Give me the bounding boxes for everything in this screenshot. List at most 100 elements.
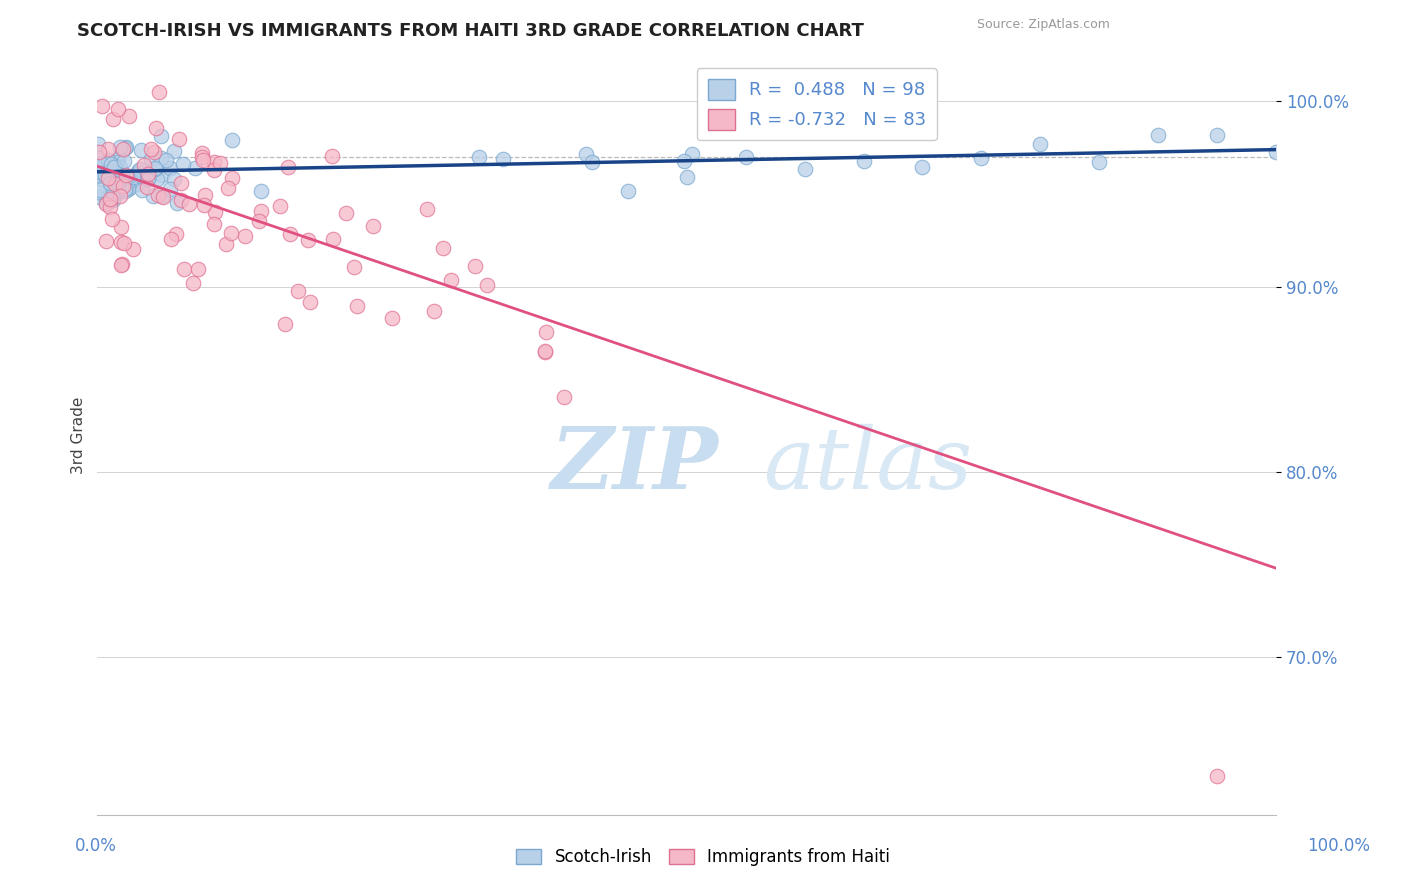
- Point: [143, 161, 166, 176]
- Point: [101, 112, 124, 126]
- Point: [361, 219, 384, 233]
- Point: [533, 345, 555, 359]
- Point: [112, 154, 135, 169]
- Point: [163, 144, 186, 158]
- Point: [152, 190, 174, 204]
- Point: [297, 233, 319, 247]
- Point: [105, 155, 128, 169]
- Point: [475, 278, 498, 293]
- Point: [110, 220, 132, 235]
- Point: [107, 165, 129, 179]
- Point: [87, 136, 110, 151]
- Point: [141, 152, 163, 166]
- Text: 0.0%: 0.0%: [75, 837, 117, 855]
- Point: [177, 197, 200, 211]
- Point: [87, 169, 110, 183]
- Point: [575, 147, 598, 161]
- Point: [1206, 128, 1229, 142]
- Point: [492, 152, 515, 166]
- Point: [852, 153, 875, 168]
- Point: [104, 178, 127, 192]
- Point: [118, 181, 141, 195]
- Point: [221, 170, 243, 185]
- Point: [202, 154, 225, 169]
- Point: [139, 142, 162, 156]
- Point: [166, 196, 188, 211]
- Point: [287, 285, 309, 299]
- Point: [94, 164, 117, 178]
- Point: [343, 260, 366, 274]
- Point: [416, 202, 439, 216]
- Point: [136, 167, 159, 181]
- Point: [110, 189, 132, 203]
- Point: [103, 160, 125, 174]
- Point: [110, 160, 132, 174]
- Point: [104, 159, 127, 173]
- Point: [94, 168, 117, 182]
- Point: [169, 176, 191, 190]
- Point: [250, 184, 273, 198]
- Point: [94, 196, 117, 211]
- Point: [194, 187, 217, 202]
- Point: [202, 162, 225, 177]
- Point: [129, 161, 152, 176]
- Point: [129, 144, 152, 158]
- Point: [159, 182, 181, 196]
- Point: [96, 191, 118, 205]
- Point: [103, 186, 125, 201]
- Point: [165, 227, 187, 241]
- Point: [87, 151, 110, 165]
- Point: [87, 167, 110, 181]
- Point: [97, 171, 120, 186]
- Point: [107, 153, 129, 167]
- Point: [146, 188, 169, 202]
- Point: [191, 150, 214, 164]
- Point: [187, 261, 209, 276]
- Point: [131, 183, 153, 197]
- Point: [127, 168, 149, 182]
- Point: [193, 153, 215, 167]
- Point: [96, 165, 118, 179]
- Point: [143, 145, 166, 159]
- Point: [155, 153, 177, 167]
- Point: [173, 262, 195, 277]
- Point: [110, 258, 132, 272]
- Point: [110, 169, 132, 184]
- Point: [131, 169, 153, 184]
- Point: [98, 192, 121, 206]
- Point: [214, 237, 236, 252]
- Point: [89, 189, 111, 203]
- Point: [221, 133, 243, 147]
- Point: [138, 170, 160, 185]
- Point: [107, 102, 129, 116]
- Point: [132, 158, 155, 172]
- Point: [143, 161, 166, 175]
- Point: [432, 242, 454, 256]
- Point: [1265, 145, 1288, 159]
- Point: [103, 176, 125, 190]
- Point: [322, 232, 344, 246]
- Point: [103, 193, 125, 207]
- Point: [89, 183, 111, 197]
- Point: [162, 171, 184, 186]
- Point: [122, 170, 145, 185]
- Point: [114, 168, 136, 182]
- Point: [233, 229, 256, 244]
- Point: [136, 172, 159, 186]
- Point: [202, 217, 225, 231]
- Point: [970, 151, 993, 165]
- Point: [100, 170, 122, 185]
- Point: [346, 299, 368, 313]
- Point: [159, 232, 181, 246]
- Point: [114, 184, 136, 198]
- Point: [682, 147, 704, 161]
- Point: [125, 177, 148, 191]
- Point: [1147, 128, 1170, 142]
- Point: [149, 128, 172, 143]
- Point: [114, 141, 136, 155]
- Point: [440, 273, 463, 287]
- Point: [321, 149, 343, 163]
- Point: [335, 206, 357, 220]
- Point: [534, 326, 557, 340]
- Point: [148, 85, 170, 99]
